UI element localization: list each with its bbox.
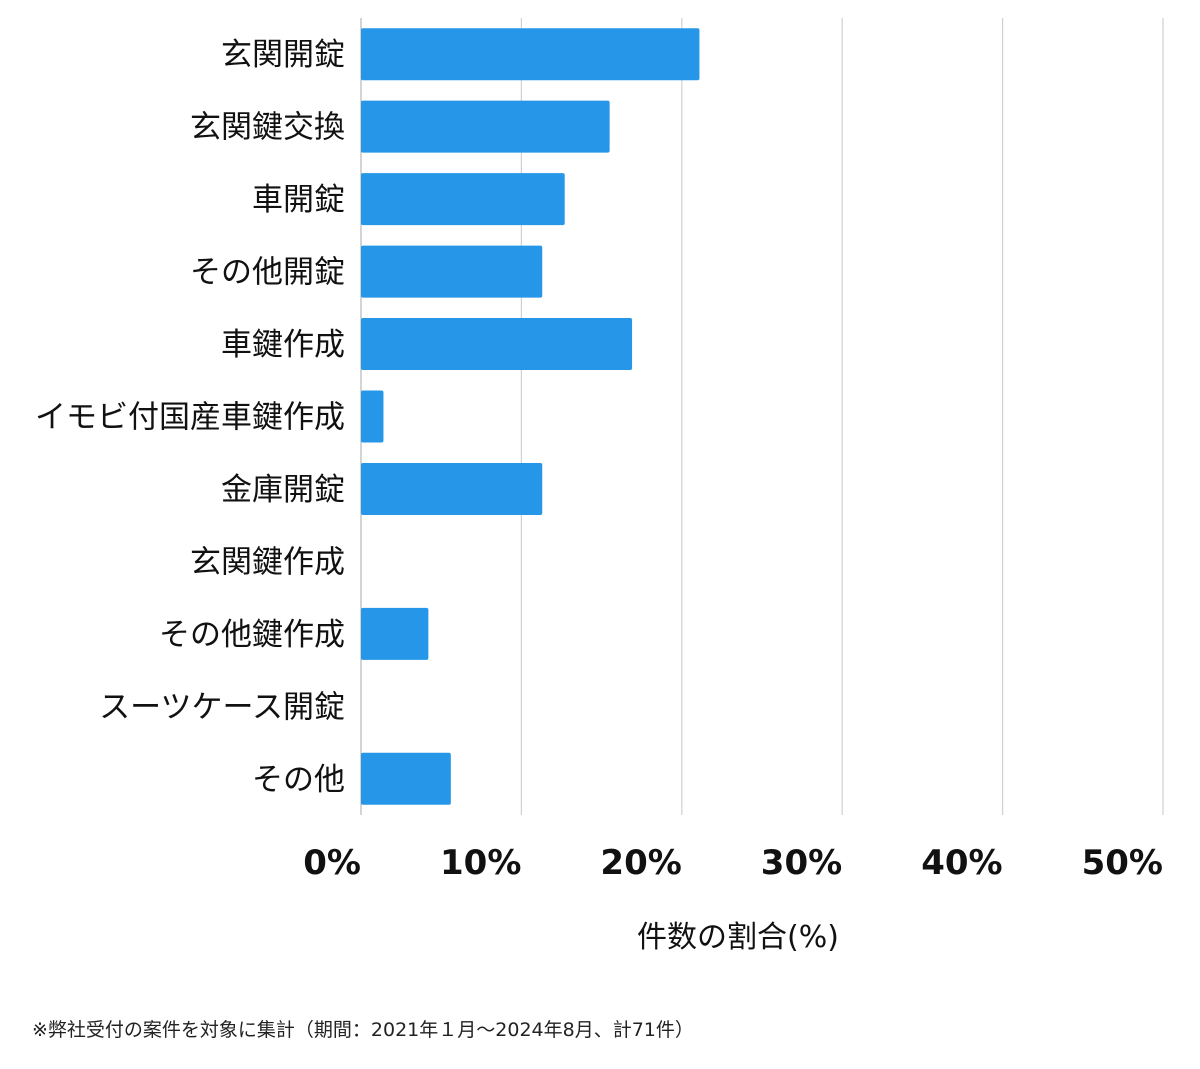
x-tick-label: 40% [921, 843, 1002, 883]
x-tick-label: 10% [440, 843, 521, 883]
category-label: スーツケース開錠 [99, 689, 345, 725]
bar [361, 390, 384, 443]
category-label: その他鍵作成 [159, 617, 345, 653]
x-tick-label: 0% [303, 843, 361, 883]
x-tick-labels: 0% 10% 20% 30% 40% 50% [303, 843, 1163, 883]
x-tick-label: 50% [1082, 843, 1163, 883]
category-label: 玄関鍵交換 [190, 110, 345, 146]
category-label: 玄関鍵作成 [190, 544, 345, 580]
bar [361, 28, 700, 81]
category-label: 金庫開錠 [221, 472, 345, 508]
category-label: その他 [252, 762, 345, 798]
x-tick-label: 30% [761, 843, 842, 883]
footnote: ※弊社受付の案件を対象に集計（期間：2021年１月〜2024年8月、計71件） [32, 1019, 694, 1041]
bar [361, 318, 633, 371]
bar [361, 100, 610, 153]
category-label: その他開錠 [190, 255, 345, 291]
category-labels: 玄関開錠玄関鍵交換車開錠その他開錠車鍵作成イモビ付国産車鍵作成金庫開錠玄関鍵作成… [35, 37, 345, 798]
bar [361, 245, 543, 298]
bar-chart: 玄関開錠玄関鍵交換車開錠その他開錠車鍵作成イモビ付国産車鍵作成金庫開錠玄関鍵作成… [35, 18, 1164, 955]
bar [361, 752, 451, 805]
category-label: 玄関開錠 [221, 37, 345, 73]
bars [361, 28, 700, 805]
bar [361, 462, 543, 515]
category-label: 車鍵作成 [221, 327, 345, 363]
bar [361, 173, 565, 226]
bar [361, 607, 429, 660]
x-axis-title: 件数の割合(%) [637, 920, 839, 955]
x-tick-label: 20% [600, 843, 681, 883]
category-label: 車開錠 [252, 182, 345, 218]
category-label: イモビ付国産車鍵作成 [35, 400, 345, 436]
